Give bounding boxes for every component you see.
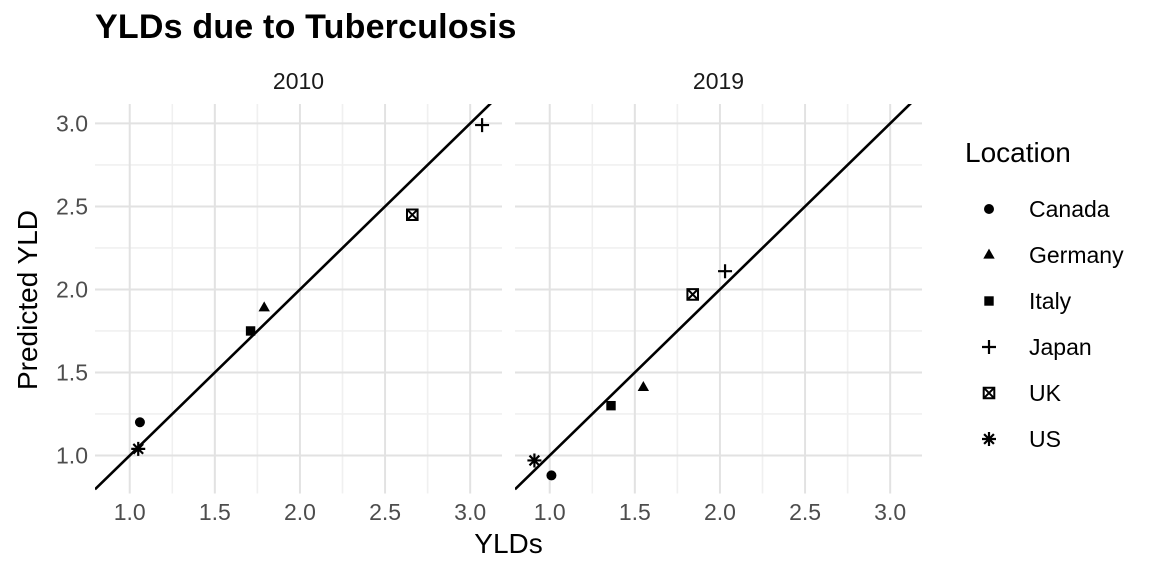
data-point-japan-2010 xyxy=(475,118,490,133)
y-axis-title: Predicted YLD xyxy=(12,209,43,391)
legend-item-label: Japan xyxy=(1029,333,1092,360)
filled-square-icon xyxy=(984,296,994,306)
x-tick-label: 3.0 xyxy=(874,499,906,525)
plus-marker-icon xyxy=(982,340,996,354)
triangle-marker-icon xyxy=(983,248,995,259)
data-point-us-2010 xyxy=(131,441,146,456)
legend-title: Location xyxy=(965,137,1071,168)
x-axis-title: YLDs xyxy=(474,528,543,559)
legend-item-japan: Japan xyxy=(965,324,1150,370)
legend-item-label: Germany xyxy=(1029,241,1124,268)
data-point-canada-2019 xyxy=(546,470,557,481)
x-tick-label: 2.5 xyxy=(789,499,821,525)
x-tick-label: 1.5 xyxy=(619,499,651,525)
data-point-canada-2010 xyxy=(134,417,145,428)
x-tick-label: 1.5 xyxy=(199,499,231,525)
data-point-italy-2010 xyxy=(245,326,256,336)
y-tick-label: 3.0 xyxy=(56,110,88,136)
legend-item-label: US xyxy=(1029,425,1061,452)
legend-item-label: Italy xyxy=(1029,287,1072,314)
filled-circle-icon xyxy=(984,204,994,214)
legend-item-canada: Canada xyxy=(965,186,1150,232)
x-tick-label: 3.0 xyxy=(454,499,486,525)
legend-item-label: UK xyxy=(1029,379,1061,406)
identity-line xyxy=(515,104,912,491)
reference-line-group xyxy=(95,104,492,491)
x-tick-label: 2.5 xyxy=(369,499,401,525)
filled-triangle-icon xyxy=(983,248,995,259)
reference-line-group xyxy=(515,104,912,491)
legend-item-uk: UK xyxy=(965,370,1150,416)
circle-marker-icon xyxy=(984,204,994,214)
facet-label-2019: 2019 xyxy=(692,68,745,94)
y-tick-label: 1.0 xyxy=(56,442,88,468)
chart-title: YLDs due to Tuberculosis xyxy=(95,8,517,46)
boxed-x-marker-icon xyxy=(982,386,996,400)
asterisk-marker-icon xyxy=(982,432,996,446)
legend: Location Canada Germany Italy Japan UK US xyxy=(965,136,1150,462)
square-marker-icon xyxy=(984,296,994,306)
legend-item-italy: Italy xyxy=(965,278,1150,324)
y-tick-label: 2.0 xyxy=(56,276,88,302)
legend-items: Canada Germany Italy Japan UK US xyxy=(965,186,1150,462)
square-x-icon xyxy=(982,386,996,400)
data-point-germany-2010 xyxy=(258,301,270,312)
legend-item-label: Canada xyxy=(1029,195,1110,222)
x-tick-label: 1.0 xyxy=(114,499,146,525)
data-point-us-2019 xyxy=(527,453,542,468)
x-tick-label: 2.0 xyxy=(284,499,316,525)
legend-item-germany: Germany xyxy=(965,232,1150,278)
facet-label-2010: 2010 xyxy=(272,68,325,94)
y-tick-label: 1.5 xyxy=(56,359,88,385)
x-tick-label: 2.0 xyxy=(704,499,736,525)
plus-icon xyxy=(982,340,996,354)
data-point-uk-2019 xyxy=(686,288,700,301)
y-tick-label: 2.5 xyxy=(56,193,88,219)
identity-line xyxy=(95,104,492,491)
data-point-germany-2019 xyxy=(637,381,650,392)
asterisk-icon xyxy=(982,432,996,446)
x-tick-label: 1.0 xyxy=(534,499,566,525)
data-point-italy-2019 xyxy=(606,400,616,411)
data-point-uk-2010 xyxy=(405,208,419,222)
data-point-japan-2019 xyxy=(718,264,733,279)
legend-item-us: US xyxy=(965,416,1150,462)
